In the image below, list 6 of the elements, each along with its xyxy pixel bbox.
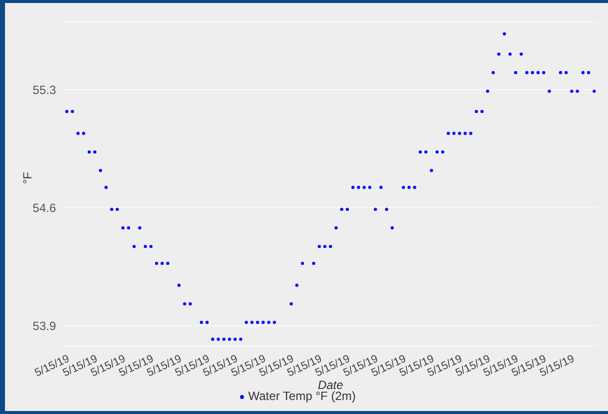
y-tick-label: 53.9 [32, 319, 56, 334]
y-axis-title: °F [20, 172, 34, 184]
legend-label: Water Temp °F (2m) [248, 389, 356, 403]
y-tick-label: 55.3 [32, 82, 56, 97]
y-tick-label: 54.6 [32, 200, 56, 215]
x-axis-title: Date [318, 378, 344, 392]
